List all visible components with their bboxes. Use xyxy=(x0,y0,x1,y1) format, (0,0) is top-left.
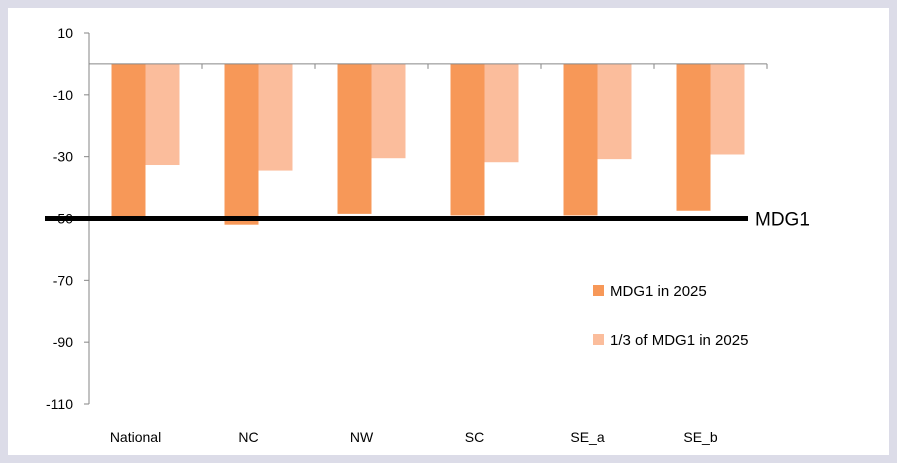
x-tick-label-se_b: SE_b xyxy=(683,429,717,445)
legend: MDG1 in 2025 1/3 of MDG1 in 2025 xyxy=(593,283,748,349)
x-axis: National NC NW SC SE_a SE_b xyxy=(89,63,768,445)
x-tick-label-se_a: SE_a xyxy=(570,429,604,445)
bar-nc-series-1 xyxy=(224,63,259,225)
bar-se_b-series-2 xyxy=(710,63,745,155)
bar-sc-series-1 xyxy=(450,63,485,216)
bar-chart: 10-10-30-50-70-90-110 MDG1 NationalNCNWS… xyxy=(45,25,810,445)
x-tick-label-sc: SC xyxy=(465,429,484,445)
y-tick-label: 10 xyxy=(57,25,73,41)
bar-se_a-series-1 xyxy=(563,63,598,216)
bar-sc-series-2 xyxy=(484,63,519,163)
legend-label-2: 1/3 of MDG1 in 2025 xyxy=(610,332,748,349)
y-tick-label: -70 xyxy=(53,272,73,288)
x-tick-label-nc: NC xyxy=(238,429,258,445)
y-tick-label: -110 xyxy=(46,396,73,412)
chart-frame: 10-10-30-50-70-90-110 MDG1 NationalNCNWS… xyxy=(8,8,889,455)
bar-national-series-1 xyxy=(111,63,146,217)
y-tick-label: -90 xyxy=(53,334,73,350)
bar-nw-series-1 xyxy=(337,63,372,214)
reference-line-group: MDG1 xyxy=(45,210,810,231)
bar-nw-series-2 xyxy=(371,63,406,159)
legend-label-1: MDG1 in 2025 xyxy=(610,283,707,300)
reference-line-label: MDG1 xyxy=(755,210,810,231)
bar-se_b-series-1 xyxy=(676,63,711,211)
bars xyxy=(111,63,745,225)
bar-se_a-series-2 xyxy=(597,63,632,160)
y-tick-label: -30 xyxy=(53,149,73,165)
legend-swatch-1 xyxy=(593,285,604,296)
x-tick-label-national: National xyxy=(110,429,161,445)
legend-swatch-2 xyxy=(593,334,604,345)
bar-nc-series-2 xyxy=(258,63,293,171)
y-tick-label: -10 xyxy=(53,87,73,103)
bar-national-series-2 xyxy=(145,63,180,166)
x-tick-label-nw: NW xyxy=(350,429,374,445)
